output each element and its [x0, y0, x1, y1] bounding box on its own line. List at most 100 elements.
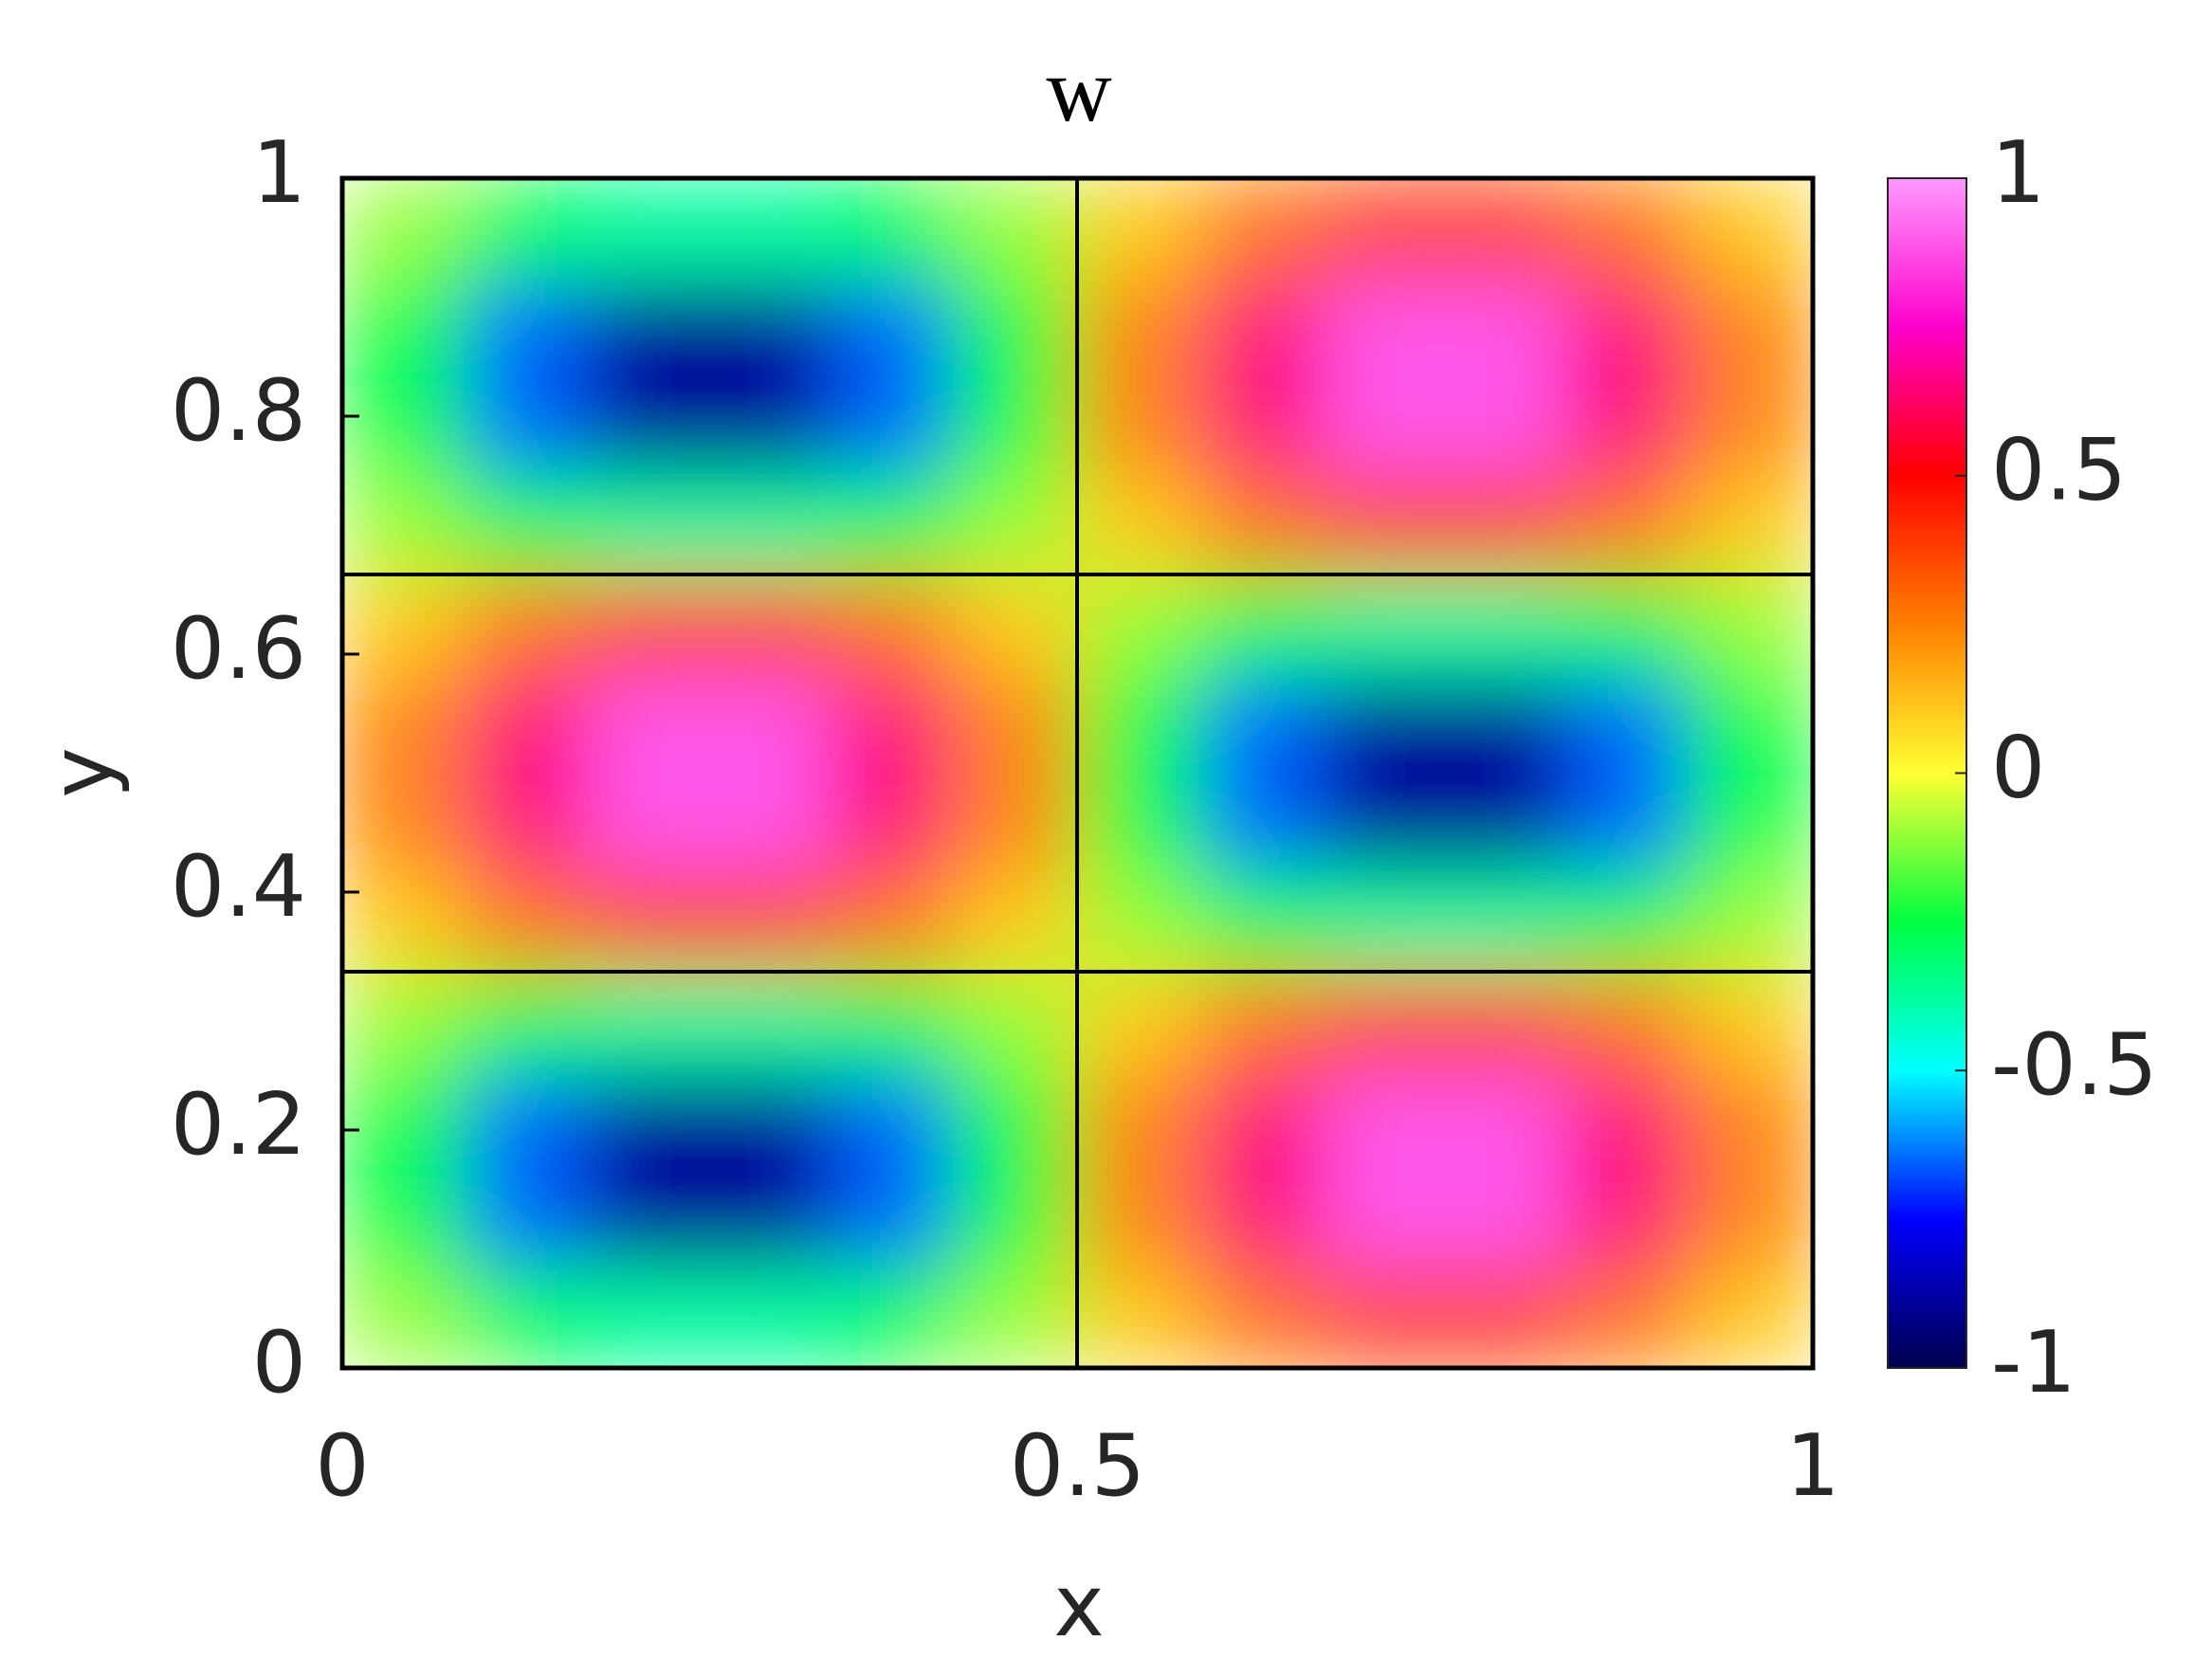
heatmap-cells	[342, 178, 1813, 1368]
heatmap-cell	[708, 178, 834, 279]
heatmap-cell	[464, 1069, 589, 1171]
heatmap-cell	[1689, 178, 1813, 279]
heatmap-cell	[832, 772, 957, 874]
heatmap-cell	[1689, 871, 1813, 973]
heatmap-cell	[1566, 1168, 1691, 1270]
heatmap-cell	[1321, 1069, 1447, 1171]
heatmap-cell	[1566, 672, 1691, 775]
colorbar-tick-label: -0.5	[1991, 1015, 2158, 1115]
heatmap-cell	[586, 474, 711, 576]
heatmap-cell	[1566, 375, 1691, 477]
heatmap-cell	[1689, 276, 1813, 378]
heatmap-cell	[1444, 772, 1569, 874]
heatmap-cell	[464, 375, 589, 477]
x-tick-label: 1	[1785, 1416, 1839, 1516]
heatmap-cell	[708, 1267, 834, 1368]
heatmap-cell	[1198, 1168, 1324, 1270]
heatmap-cell	[954, 1069, 1079, 1171]
heatmap-cell	[1321, 970, 1447, 1072]
heatmap-cell	[464, 672, 589, 775]
heatmap-cell	[954, 574, 1079, 675]
heatmap-cell	[342, 276, 466, 378]
heatmap-cell	[1198, 1267, 1324, 1368]
heatmap-cell	[954, 178, 1079, 279]
heatmap-cell	[708, 474, 834, 576]
heatmap-cell	[1198, 574, 1324, 675]
heatmap-cell	[1321, 871, 1447, 973]
heatmap-cell	[1198, 276, 1324, 378]
heatmap-cell	[464, 871, 589, 973]
heatmap-cell	[464, 1267, 589, 1368]
heatmap-cell	[1689, 375, 1813, 477]
y-tick-label: 0.8	[171, 361, 306, 461]
heatmap-cell	[1444, 375, 1569, 477]
heatmap-cell	[1566, 1069, 1691, 1171]
heatmap-cell	[708, 1168, 834, 1270]
heatmap-cell	[1566, 178, 1691, 279]
heatmap-cell	[1566, 474, 1691, 576]
heatmap-cell	[586, 276, 711, 378]
heatmap-cell	[1321, 1168, 1447, 1270]
heatmap-cell	[1566, 574, 1691, 675]
heatmap-cell	[1076, 772, 1201, 874]
heatmap-cell	[586, 672, 711, 775]
heatmap-cell	[342, 1069, 466, 1171]
heatmap-cell	[1198, 672, 1324, 775]
heatmap-cell	[1076, 1168, 1201, 1270]
heatmap-cell	[586, 1168, 711, 1270]
heatmap-cell	[1689, 970, 1813, 1072]
heatmap-cell	[708, 375, 834, 477]
heatmap-cell	[1689, 772, 1813, 874]
heatmap-cell	[1076, 970, 1201, 1072]
heatmap-cell	[1444, 1267, 1569, 1368]
x-tick-label: 0.5	[1010, 1416, 1145, 1516]
heatmap-cell	[464, 574, 589, 675]
heatmap-cell	[586, 375, 711, 477]
heatmap-cell	[708, 871, 834, 973]
heatmap-cell	[1444, 574, 1569, 675]
heatmap-cell	[464, 772, 589, 874]
heatmap-cell	[832, 1267, 957, 1368]
x-axis-label: x	[1053, 1557, 1104, 1656]
heatmap-cell	[342, 375, 466, 477]
heatmap-cell	[1198, 474, 1324, 576]
heatmap-cell	[342, 1267, 466, 1368]
heatmap-cell	[586, 574, 711, 675]
colorbar-tick-label: 1	[1991, 123, 2045, 223]
heatmap-cell	[832, 970, 957, 1072]
heatmap-cell	[832, 178, 957, 279]
heatmap-cell	[1444, 1069, 1569, 1171]
heatmap-cell	[342, 871, 466, 973]
heatmap-cell	[708, 276, 834, 378]
heatmap-cell	[1566, 772, 1691, 874]
heatmap-cell	[832, 474, 957, 576]
heatmap-cell	[1566, 1267, 1691, 1368]
heatmap-cell	[1321, 672, 1447, 775]
heatmap-cell	[954, 375, 1079, 477]
heatmap-cell	[708, 772, 834, 874]
heatmap-cell	[708, 574, 834, 675]
heatmap-cell	[708, 970, 834, 1072]
heatmap-cell	[342, 772, 466, 874]
heatmap-cell	[464, 970, 589, 1072]
heatmap-cell	[954, 1267, 1079, 1368]
heatmap-cell	[1566, 871, 1691, 973]
heatmap-cell	[1444, 871, 1569, 973]
heatmap-cell	[954, 276, 1079, 378]
heatmap-cell	[1198, 772, 1324, 874]
heatmap-cell	[832, 1168, 957, 1270]
heatmap-cell	[1444, 474, 1569, 576]
heatmap-cell	[586, 1069, 711, 1171]
heatmap-cell	[464, 1168, 589, 1270]
y-axis-label: y	[32, 747, 132, 797]
heatmap-cell	[832, 276, 957, 378]
heatmap-cell	[1566, 970, 1691, 1072]
heatmap-cell	[954, 474, 1079, 576]
heatmap-cell	[1689, 1267, 1813, 1368]
heatmap-cell	[1198, 178, 1324, 279]
colorbar-tick-label: 0	[1991, 718, 2045, 817]
heatmap-cell	[1198, 375, 1324, 477]
heatmap-cell	[954, 871, 1079, 973]
heatmap-cell	[1076, 574, 1201, 675]
heatmap-cell	[1689, 1069, 1813, 1171]
